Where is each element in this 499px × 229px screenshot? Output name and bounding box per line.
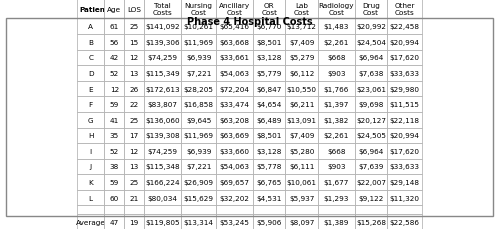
- Text: Phase 4 Hospital Costs: Phase 4 Hospital Costs: [187, 17, 312, 27]
